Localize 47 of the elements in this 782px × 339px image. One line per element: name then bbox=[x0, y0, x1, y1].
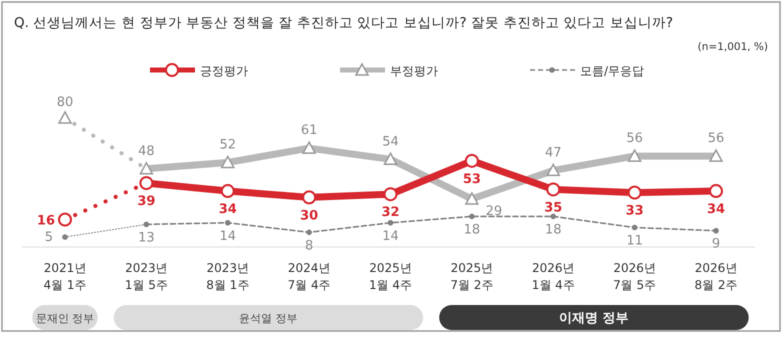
value-label: 29 bbox=[486, 204, 502, 219]
x-tick: 2026년 1월 4주 bbox=[532, 261, 575, 292]
legend-item: 긍정평가 bbox=[150, 63, 248, 78]
value-label: 39 bbox=[137, 194, 156, 210]
value-label: 5 bbox=[44, 230, 53, 246]
value-label: 52 bbox=[219, 137, 236, 152]
x-tick: 2024년 7월 4주 bbox=[288, 261, 331, 292]
value-label: 16 bbox=[36, 214, 55, 229]
value-label: 8 bbox=[304, 238, 314, 254]
legend-label: 긍정평가 bbox=[200, 64, 248, 78]
value-label: 53 bbox=[462, 172, 481, 187]
value-label: 33 bbox=[626, 204, 644, 219]
x-tick: 2021년 4월 1주 bbox=[43, 261, 87, 292]
title: Q. 선생님께서는 현 정부가 부동산 정책을 잘 추진하고 있다고 보십니까? 잘못 추진하고 있다고 보십니까? bbox=[14, 15, 674, 31]
value-label: 13 bbox=[138, 230, 155, 246]
period: 문재인 정부 bbox=[32, 305, 98, 330]
value-label: 32 bbox=[381, 205, 400, 220]
x-tick: 2025년 7월 2주 bbox=[450, 261, 494, 292]
value-label: 14 bbox=[382, 228, 399, 244]
annotation: (n=1,001, %) bbox=[698, 41, 768, 53]
value-label: 11 bbox=[626, 234, 643, 249]
value-label: 18 bbox=[544, 222, 562, 238]
value-label: 56 bbox=[626, 131, 643, 146]
x-tick: 2025년 1월 4주 bbox=[368, 261, 412, 292]
period: 윤석열 정부 bbox=[114, 305, 424, 330]
period: 이재명 정부 bbox=[439, 305, 749, 330]
value-label: 61 bbox=[300, 123, 318, 138]
value-label: 35 bbox=[544, 200, 562, 216]
legend-label: 부정평가 bbox=[390, 64, 438, 78]
value-label: 80 bbox=[56, 95, 74, 110]
value-label: 34 bbox=[706, 202, 726, 218]
value-label: 18 bbox=[464, 222, 480, 238]
legend-label: 모름/무응답 bbox=[580, 64, 644, 78]
value-label: 30 bbox=[300, 208, 318, 224]
legend-item: 모름/무응답 bbox=[530, 64, 644, 78]
legend-item: 부정평가 bbox=[340, 62, 438, 78]
x-tick: 2023년 1월 5주 bbox=[124, 261, 168, 292]
value-label: 14 bbox=[219, 228, 236, 244]
value-label: 48 bbox=[138, 144, 155, 159]
value-label: 34 bbox=[218, 202, 237, 218]
x-tick: 2026년 7월 5주 bbox=[613, 261, 656, 292]
x-tick: 2023년 8월 1주 bbox=[206, 261, 250, 292]
value-label: 47 bbox=[544, 145, 562, 160]
value-label: 9 bbox=[712, 236, 720, 252]
value-label: 56 bbox=[708, 131, 724, 146]
value-label: 54 bbox=[382, 134, 399, 150]
x-tick: 2026년 8월 2주 bbox=[694, 261, 738, 292]
